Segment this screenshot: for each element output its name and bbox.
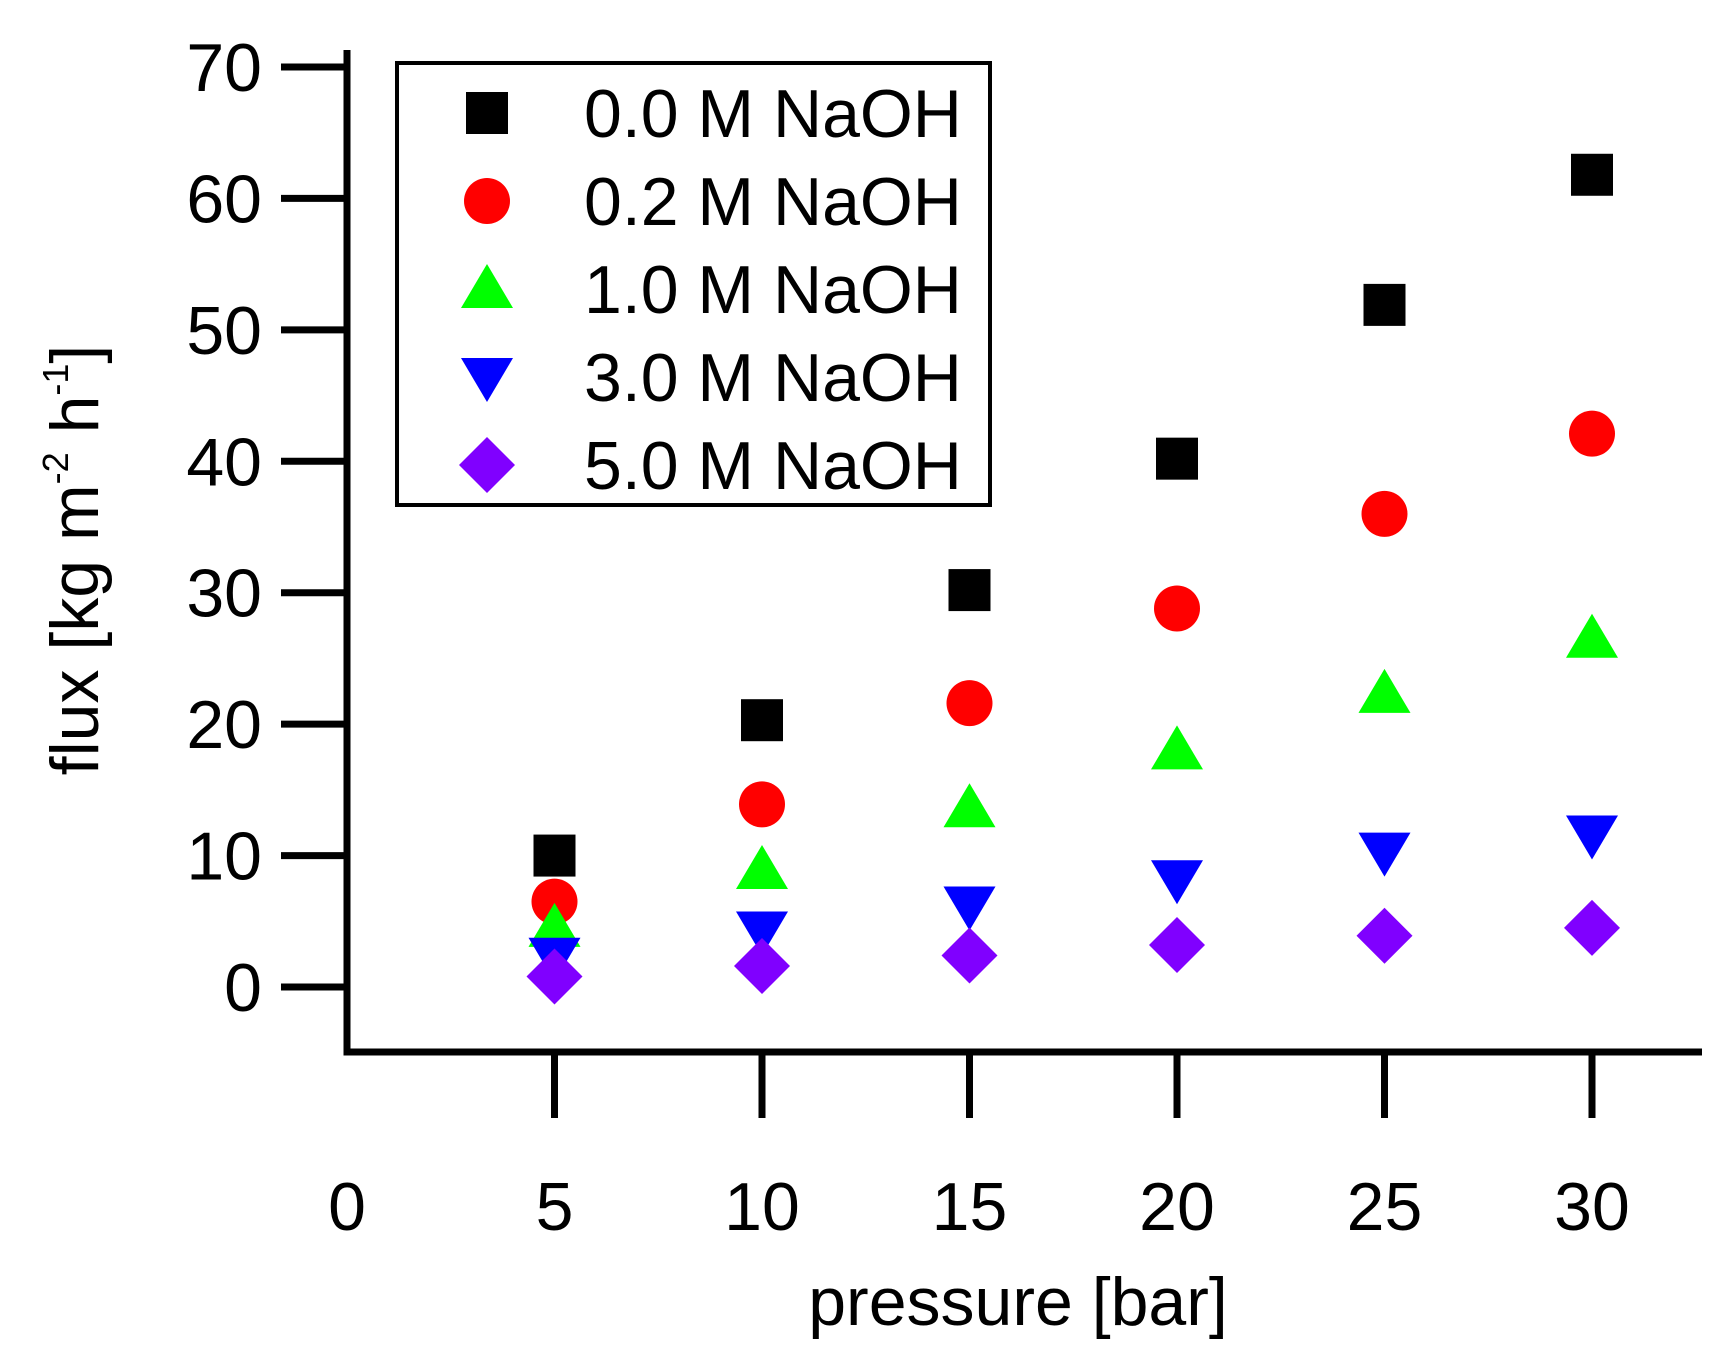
data-point [946, 680, 993, 727]
data-points [526, 153, 1620, 1005]
y-axis-title: flux [kg m-2 h-1] [35, 345, 113, 776]
axes [343, 50, 1702, 1056]
data-point [1564, 899, 1620, 956]
data-point [1361, 490, 1408, 537]
y-axis-title-sup2: -1 [35, 364, 76, 396]
data-point [1363, 283, 1406, 326]
legend-label: 3.0 M NaOH [584, 340, 962, 416]
data-point [1571, 153, 1613, 196]
y-tick-label: 0 [224, 950, 262, 1026]
x-tick-label: 15 [932, 1169, 1008, 1245]
legend-label: 5.0 M NaOH [584, 428, 962, 504]
legend-marker [464, 178, 510, 224]
data-point [531, 878, 578, 925]
data-point [1149, 916, 1205, 973]
x-tick-label: 10 [724, 1169, 800, 1245]
data-point [1151, 860, 1203, 905]
data-point [941, 927, 998, 984]
y-axis-title-end: ] [37, 345, 113, 364]
data-point [1156, 437, 1198, 480]
data-point [533, 834, 576, 877]
data-point [1358, 832, 1411, 877]
y-tick-label: 50 [186, 293, 262, 369]
x-axis-title: pressure [bar] [808, 1264, 1228, 1340]
data-point [943, 886, 996, 931]
data-point [736, 911, 788, 956]
legend-label: 1.0 M NaOH [584, 252, 962, 328]
x-tick-label: 5 [536, 1169, 574, 1245]
data-point [943, 783, 996, 828]
legend-marker [466, 92, 508, 134]
legend-marker [461, 264, 513, 308]
y-tick-label: 60 [186, 161, 262, 237]
legend-label: 0.0 M NaOH [584, 76, 962, 152]
data-point [1566, 815, 1618, 860]
data-point [948, 569, 991, 612]
y-tick-label: 40 [186, 424, 262, 500]
data-point [739, 781, 785, 828]
y-tick-label: 10 [186, 819, 262, 895]
data-point [526, 948, 583, 1005]
legend-label: 0.2 M NaOH [584, 164, 962, 240]
data-point [1566, 613, 1618, 658]
data-point [1151, 725, 1203, 770]
data-point [741, 699, 783, 742]
legend-marker [459, 437, 515, 493]
x-tick-label: 25 [1347, 1169, 1423, 1245]
legend-items: 0.0 M NaOH 0.2 M NaOH 1.0 M NaOH 3.0 M NaOH… [459, 76, 962, 504]
ticks: 0 10 20 30 40 50 60 70 0 5 10 15 20 25 30 [186, 30, 1629, 1245]
data-point [734, 937, 790, 994]
data-point [736, 845, 788, 890]
y-axis-title-sup1: -2 [35, 452, 76, 484]
y-axis-title-mid: h [37, 396, 113, 453]
y-axis-title-main: flux [kg m [37, 484, 113, 775]
legend: 0.0 M NaOH 0.2 M NaOH 1.0 M NaOH 3.0 M NaOH… [395, 61, 992, 507]
y-tick-label: 70 [186, 30, 262, 106]
data-point [1569, 410, 1615, 457]
data-point [1358, 668, 1411, 713]
data-point [1154, 585, 1200, 632]
y-tick-label: 20 [186, 687, 262, 763]
x-tick-label: 30 [1554, 1169, 1630, 1245]
data-point [528, 902, 581, 947]
y-tick-label: 30 [186, 556, 262, 632]
data-point [1356, 907, 1413, 964]
legend-marker [461, 358, 513, 402]
x-tick-label: 20 [1139, 1169, 1215, 1245]
x-tick-label: 0 [328, 1169, 366, 1245]
